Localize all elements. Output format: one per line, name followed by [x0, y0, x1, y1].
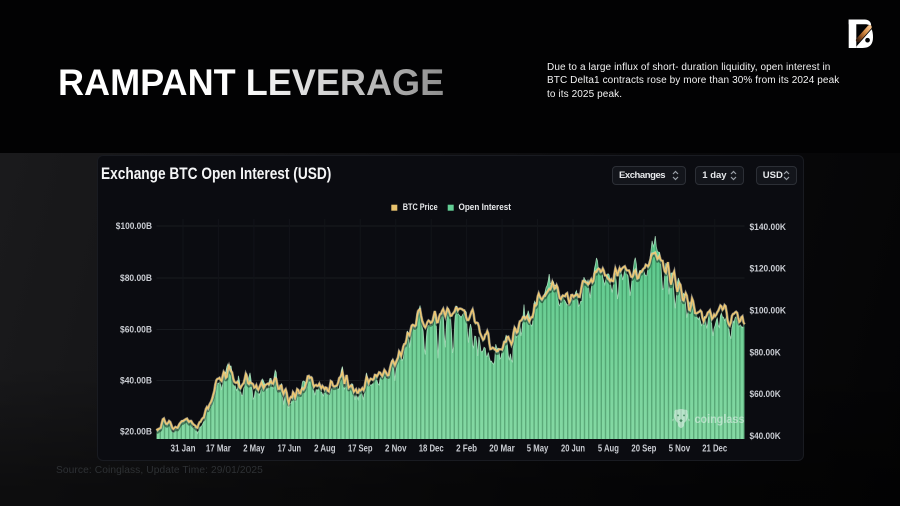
svg-text:2 May: 2 May: [243, 444, 265, 455]
svg-text:BTC Price: BTC Price: [403, 202, 438, 212]
svg-text:20 Mar: 20 Mar: [489, 444, 515, 455]
svg-text:$140.00K: $140.00K: [750, 222, 787, 232]
svg-text:5 Aug: 5 Aug: [598, 444, 619, 455]
svg-text:17 Sep: 17 Sep: [348, 444, 373, 455]
svg-text:$40.00K: $40.00K: [750, 431, 782, 441]
svg-text:20 Jun: 20 Jun: [561, 444, 585, 455]
svg-text:17 Mar: 17 Mar: [206, 444, 231, 455]
svg-text:2 Aug: 2 Aug: [314, 444, 336, 455]
svg-text:$80.00B: $80.00B: [120, 273, 152, 283]
svg-text:2 Feb: 2 Feb: [456, 444, 477, 455]
svg-text:18 Dec: 18 Dec: [419, 444, 444, 455]
svg-text:$20.00B: $20.00B: [120, 427, 152, 437]
svg-text:5 May: 5 May: [527, 444, 549, 455]
svg-text:17 Jun: 17 Jun: [278, 444, 302, 455]
svg-text:5 Nov: 5 Nov: [669, 444, 691, 455]
svg-text:21 Dec: 21 Dec: [702, 444, 727, 455]
svg-text:31 Jan: 31 Jan: [171, 444, 196, 455]
svg-text:2 Nov: 2 Nov: [385, 444, 407, 455]
svg-text:Open Interest: Open Interest: [459, 202, 512, 212]
svg-text:$120.00K: $120.00K: [750, 264, 787, 274]
svg-text:$100.00K: $100.00K: [750, 305, 787, 315]
svg-text:$40.00B: $40.00B: [120, 376, 152, 386]
svg-text:$60.00K: $60.00K: [750, 389, 782, 399]
svg-text:$60.00B: $60.00B: [120, 325, 152, 335]
svg-text:20 Sep: 20 Sep: [631, 444, 656, 455]
svg-text:$80.00K: $80.00K: [750, 347, 782, 357]
svg-text:$100.00B: $100.00B: [116, 221, 153, 231]
svg-text:coinglass: coinglass: [695, 414, 745, 426]
